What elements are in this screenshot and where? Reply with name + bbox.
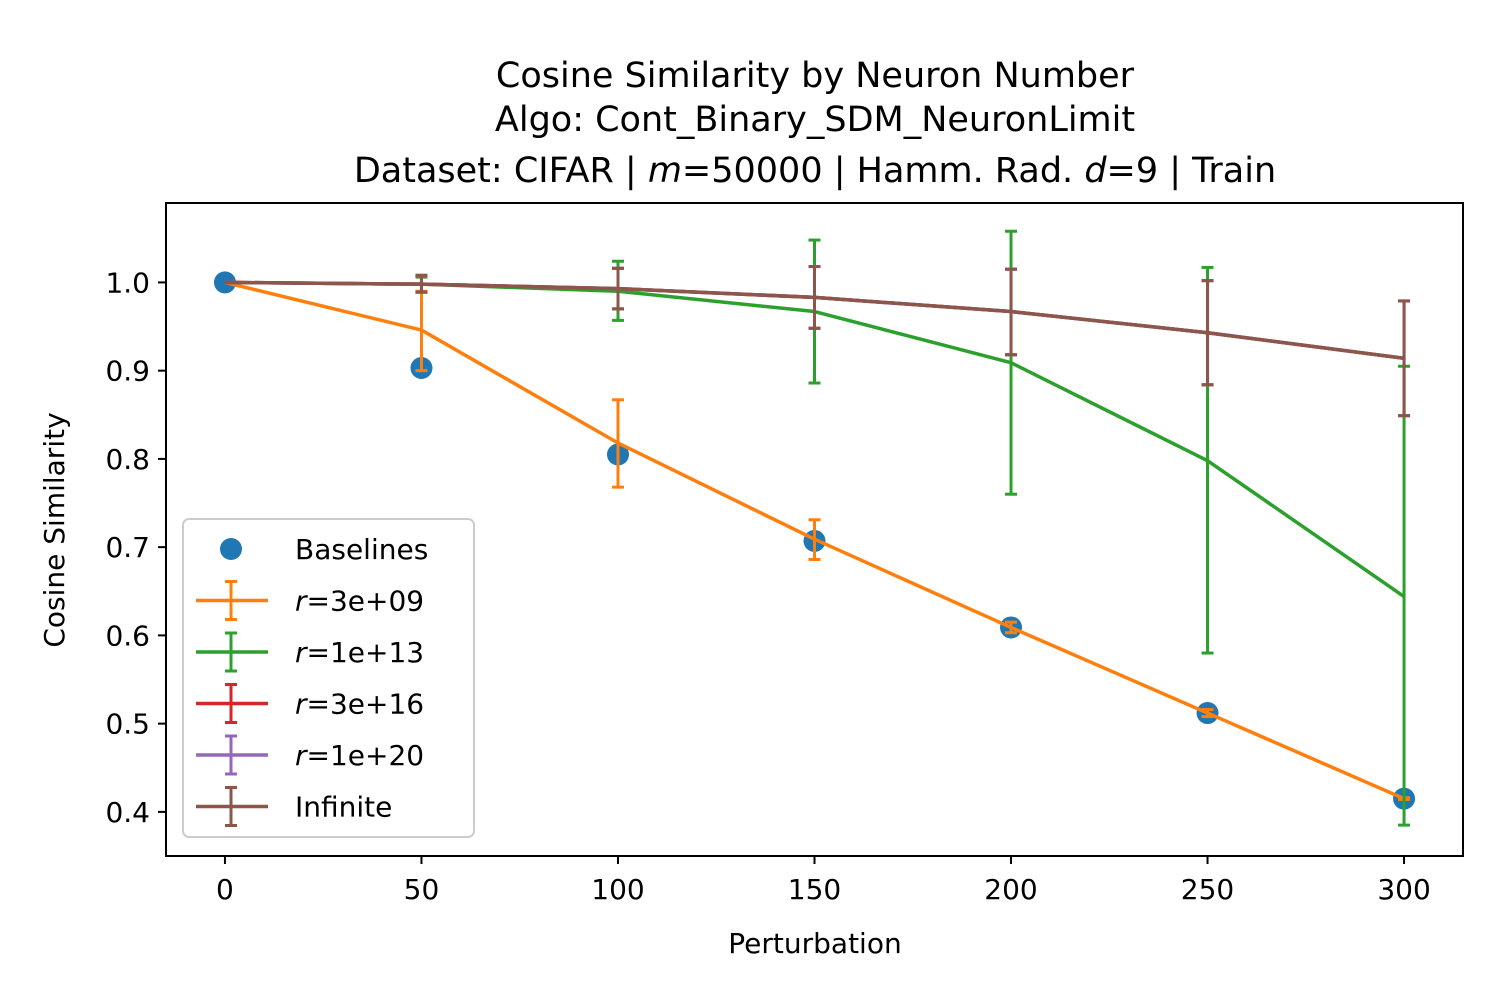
legend-label: Infinite xyxy=(295,791,392,824)
legend-marker-baselines xyxy=(220,538,242,560)
x-axis-label: Perturbation xyxy=(728,927,901,960)
series-3 xyxy=(224,265,1411,418)
x-tick-label: 50 xyxy=(404,873,440,906)
y-tick-label: 1.0 xyxy=(105,266,150,299)
legend-label: r=1e+20 xyxy=(295,739,424,772)
y-tick-label: 0.7 xyxy=(105,531,150,564)
chart-title-line-2: Algo: Cont_Binary_SDM_NeuronLimit xyxy=(495,100,1135,140)
legend: Baselines r=3e+09 r=1e+13 r=3e+16 r=1e+20 Inf… xyxy=(182,518,475,838)
legend-label: r=3e+09 xyxy=(295,585,424,618)
x-tick-label: 300 xyxy=(1377,873,1430,906)
x-tick-label: 100 xyxy=(591,873,644,906)
chart-title-line-3: Dataset: CIFAR | m=50000 | Hamm. Rad. d=… xyxy=(354,151,1276,191)
y-tick-label: 0.8 xyxy=(105,443,150,476)
chart-title-line-1: Cosine Similarity by Neuron Number xyxy=(496,56,1135,96)
y-axis-label: Cosine Similarity xyxy=(38,412,71,647)
legend-label: r=3e+16 xyxy=(295,688,424,721)
y-tick-label: 0.6 xyxy=(105,619,150,652)
series-4 xyxy=(224,265,1411,418)
x-tick-label: 200 xyxy=(984,873,1037,906)
x-tick-label: 0 xyxy=(216,873,234,906)
legend-box xyxy=(182,518,475,838)
series-2 xyxy=(224,265,1411,418)
plot-area: 0 50 100 150 200 250 300 0.4 0.5 0.6 0.7 0.8 0.9 1.0 xyxy=(105,202,1464,906)
series-line xyxy=(224,280,1405,801)
x-tick-label: 150 xyxy=(788,873,841,906)
y-tick-label: 0.9 xyxy=(105,355,150,388)
y-tick-label: 0.4 xyxy=(105,796,150,829)
x-tick-label: 250 xyxy=(1181,873,1234,906)
legend-label: r=1e+13 xyxy=(295,636,424,669)
y-tick-label: 0.5 xyxy=(105,708,150,741)
legend-label-baselines: Baselines xyxy=(295,533,428,566)
series-line xyxy=(224,280,1405,361)
